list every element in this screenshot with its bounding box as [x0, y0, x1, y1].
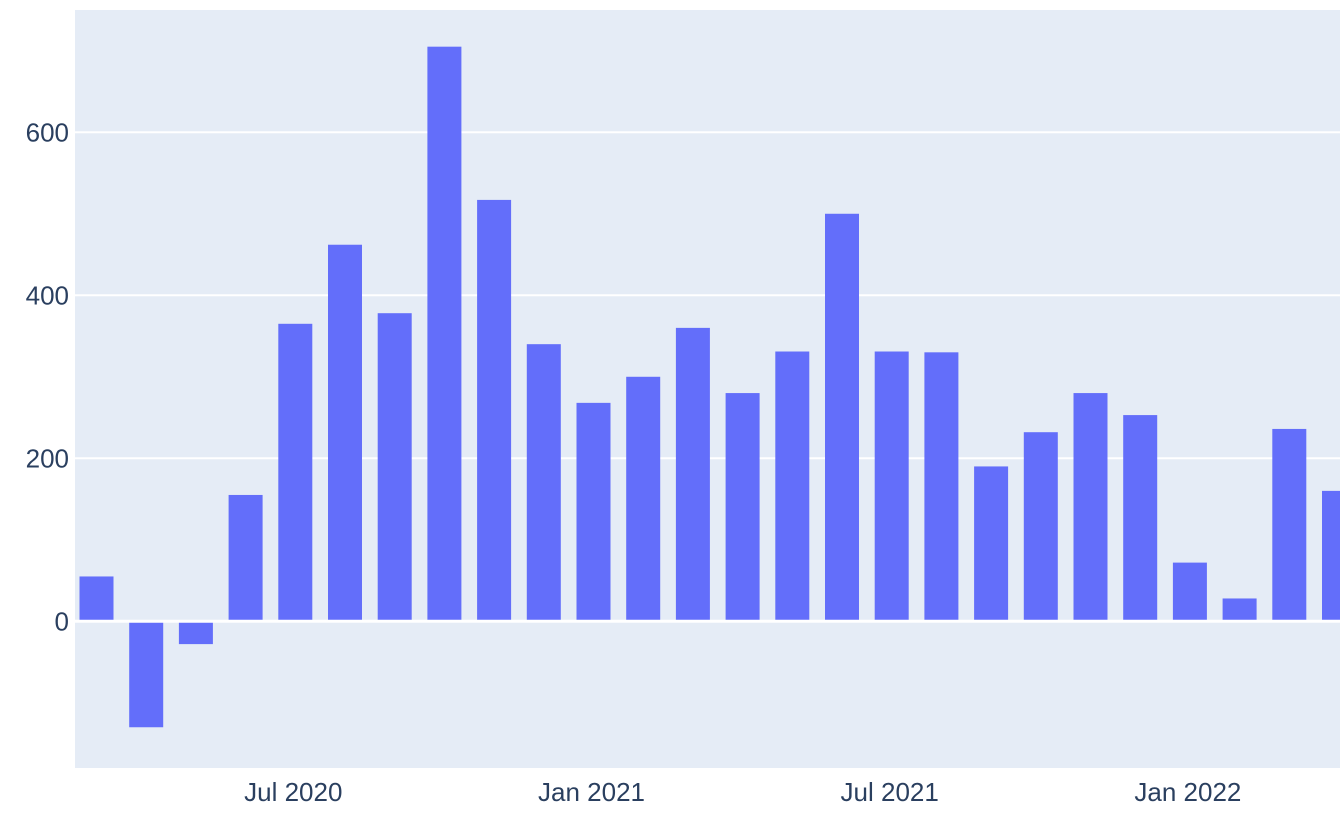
- bar: [80, 576, 114, 621]
- bar: [1223, 598, 1257, 621]
- bar: [577, 403, 611, 621]
- x-tick-label: Jan 2021: [538, 777, 645, 807]
- bar: [626, 377, 660, 622]
- bar: [875, 352, 909, 622]
- y-tick-label: 200: [26, 443, 69, 473]
- bar: [676, 328, 710, 621]
- bar: [726, 393, 760, 621]
- bar: [129, 621, 163, 727]
- x-tick-label: Jul 2021: [841, 777, 939, 807]
- bar: [527, 344, 561, 621]
- bar: [825, 214, 859, 622]
- bar: [378, 313, 412, 621]
- bar: [1123, 415, 1157, 621]
- x-axis-ticks: Jul 2020 Jan 2021 Jul 2021 Jan 2022: [244, 777, 1241, 807]
- bar: [229, 495, 263, 621]
- bar: [1074, 393, 1108, 621]
- bar: [278, 324, 312, 621]
- bar: [477, 200, 511, 621]
- bar: [1322, 491, 1340, 621]
- bar: [427, 47, 461, 622]
- y-axis-ticks: 0 200 400 600: [26, 117, 69, 636]
- bar: [1024, 432, 1058, 621]
- y-tick-label: 400: [26, 280, 69, 310]
- y-tick-label: 600: [26, 117, 69, 147]
- x-tick-label: Jan 2022: [1134, 777, 1241, 807]
- bar: [328, 245, 362, 622]
- bar: [1272, 429, 1306, 621]
- bar: [974, 466, 1008, 621]
- y-tick-label: 0: [55, 606, 69, 636]
- bar: [924, 352, 958, 621]
- bar: [775, 352, 809, 622]
- x-tick-label: Jul 2020: [244, 777, 342, 807]
- bar: [179, 621, 213, 644]
- bar: [1173, 563, 1207, 622]
